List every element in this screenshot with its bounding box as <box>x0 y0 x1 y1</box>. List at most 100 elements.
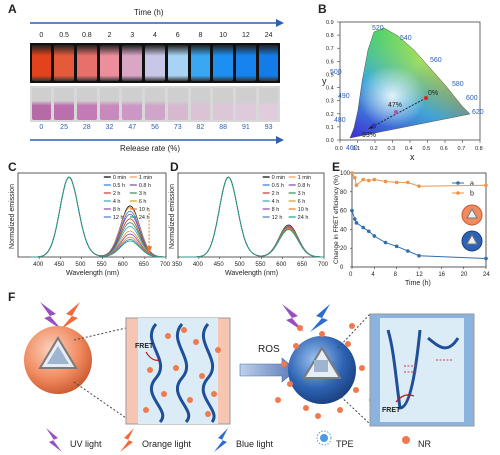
data-point-a <box>394 244 399 249</box>
panel-label-f: F <box>8 290 16 304</box>
vial-row-daylight <box>30 86 280 122</box>
cie-y-label: y <box>322 76 327 86</box>
x-tick-label: 450 <box>54 262 65 268</box>
ros-label: ROS <box>258 344 280 355</box>
cie-locus-label: 500 <box>330 69 342 76</box>
cie-trajectory-arrow <box>369 97 427 129</box>
nr-dot <box>345 341 351 347</box>
nr-dot <box>281 361 287 367</box>
x-tick-label: 650 <box>297 262 308 268</box>
legend-entry: a <box>470 181 474 188</box>
x-tick-label: 700 <box>160 262 171 268</box>
data-point-a <box>352 217 357 221</box>
legend-entry: 0.8 h <box>298 183 310 189</box>
nr-dot <box>143 407 149 413</box>
cie-y-tick-label: 0.6 <box>326 59 334 65</box>
data-point-a <box>484 256 488 261</box>
legend-nr-label: NR <box>418 439 431 449</box>
x-axis-label: Wavelength (nm) <box>66 270 119 277</box>
time-label: 0.8 <box>81 32 92 39</box>
legend-orange-light: Orange light <box>120 428 192 452</box>
plot-frame <box>177 172 325 258</box>
time-label: 24 <box>264 32 273 39</box>
polymer-chain-3 <box>201 323 216 423</box>
cie-x-tick-label: 0.2 <box>370 146 378 152</box>
time-label: 0 <box>39 32 44 39</box>
legend-entry: 24 h <box>139 215 150 221</box>
x-tick-label: 450 <box>214 262 225 268</box>
release-value: 25 <box>60 124 68 131</box>
legend-entry: b <box>470 191 474 198</box>
nr-dot <box>215 347 221 353</box>
release-value: 32 <box>105 124 114 131</box>
legend-tpe-icon <box>320 434 328 442</box>
polymer-chain-cleaved-2 <box>427 336 460 350</box>
data-point-b <box>352 175 357 180</box>
time-label: 6 <box>175 32 180 39</box>
x-tick-label: 600 <box>118 262 129 268</box>
legend-entry: 12 h <box>272 215 283 221</box>
x-tick-label: 20 <box>461 272 468 278</box>
legend-entry: 4 h <box>272 199 280 205</box>
release-value: 88 <box>219 124 228 131</box>
x-tick-label: 550 <box>255 262 266 268</box>
data-point-b <box>350 171 354 175</box>
nr-dot <box>359 365 365 371</box>
data-point-b <box>417 184 421 188</box>
release-value: 82 <box>196 124 205 131</box>
cie-locus-label: 520 <box>372 25 384 32</box>
data-point-b <box>361 177 365 182</box>
data-point-a <box>372 234 377 238</box>
panel-a: Time (h) 0 0.5 0.8 2 3 4 6 8 10 12 24 0 25 28 32 47 56 7… <box>0 0 310 155</box>
nr-dot <box>147 367 153 373</box>
cie-locus-label: 600 <box>466 95 478 102</box>
vial-row-fluorescence <box>30 43 280 83</box>
y-tick-label: 80 <box>340 190 347 196</box>
uv-light-icon <box>40 302 62 330</box>
data-point-b <box>406 180 410 185</box>
time-labels: 0 0.5 0.8 2 3 4 6 8 10 12 24 <box>30 32 280 42</box>
x-tick-label: 24 <box>483 272 490 278</box>
legend-entry: 6 h <box>298 199 306 205</box>
legend-tpe: TPE <box>316 430 354 449</box>
chart-e: 0 4 8 12 16 20 24 0 20 40 60 80 100 Time (h) Change in… <box>333 171 490 287</box>
cie-point-0 <box>424 96 428 100</box>
legend-entry: 12 h <box>113 215 124 221</box>
release-value: 91 <box>241 124 250 131</box>
series-line-b <box>351 172 487 187</box>
nr-dot <box>205 411 211 417</box>
polymer-chain-1 <box>149 323 164 424</box>
time-label: 10 <box>219 32 228 39</box>
x-tick-label: 400 <box>193 262 204 268</box>
time-axis-title: Time (h) <box>134 8 164 17</box>
legend-entry: 6 h <box>139 199 147 205</box>
release-value: 47 <box>128 124 137 131</box>
cie-y-tick-label: 0.1 <box>326 125 334 131</box>
daylight-vial <box>258 88 279 120</box>
legend-entry: 2 h <box>113 191 121 197</box>
panel-label-d: D <box>170 160 179 174</box>
chart-c: 400 450 500 550 600 650 700 Wavelength (nm) Norm… <box>9 172 171 277</box>
daylight-vial <box>31 88 52 120</box>
cie-locus-label: 560 <box>430 57 442 64</box>
data-point-a <box>354 221 359 225</box>
nr-dot <box>181 327 187 333</box>
y-tick-label: 40 <box>340 227 347 233</box>
legend-entry: 8 h <box>113 207 121 213</box>
nr-dot <box>275 397 281 403</box>
daylight-vial <box>145 88 165 120</box>
x-tick-label: 12 <box>416 272 423 278</box>
legend-blue-light: Blue light <box>214 428 274 452</box>
y-tick-label: 0 <box>340 265 344 271</box>
fluorescent-vial <box>167 45 188 81</box>
polymer-chain-2 <box>175 323 190 424</box>
legend-nr: NR <box>402 436 431 449</box>
cie-point-label-47: 47% <box>388 102 402 109</box>
y-tick-label: 100 <box>340 171 351 177</box>
cie-x-tick-label: 0.7 <box>458 146 466 152</box>
cie-y-tick-label: 0.7 <box>326 46 334 52</box>
data-point-a <box>406 249 410 253</box>
legend-entry: 4 h <box>113 199 121 205</box>
legend-entry: 3 h <box>298 191 306 197</box>
